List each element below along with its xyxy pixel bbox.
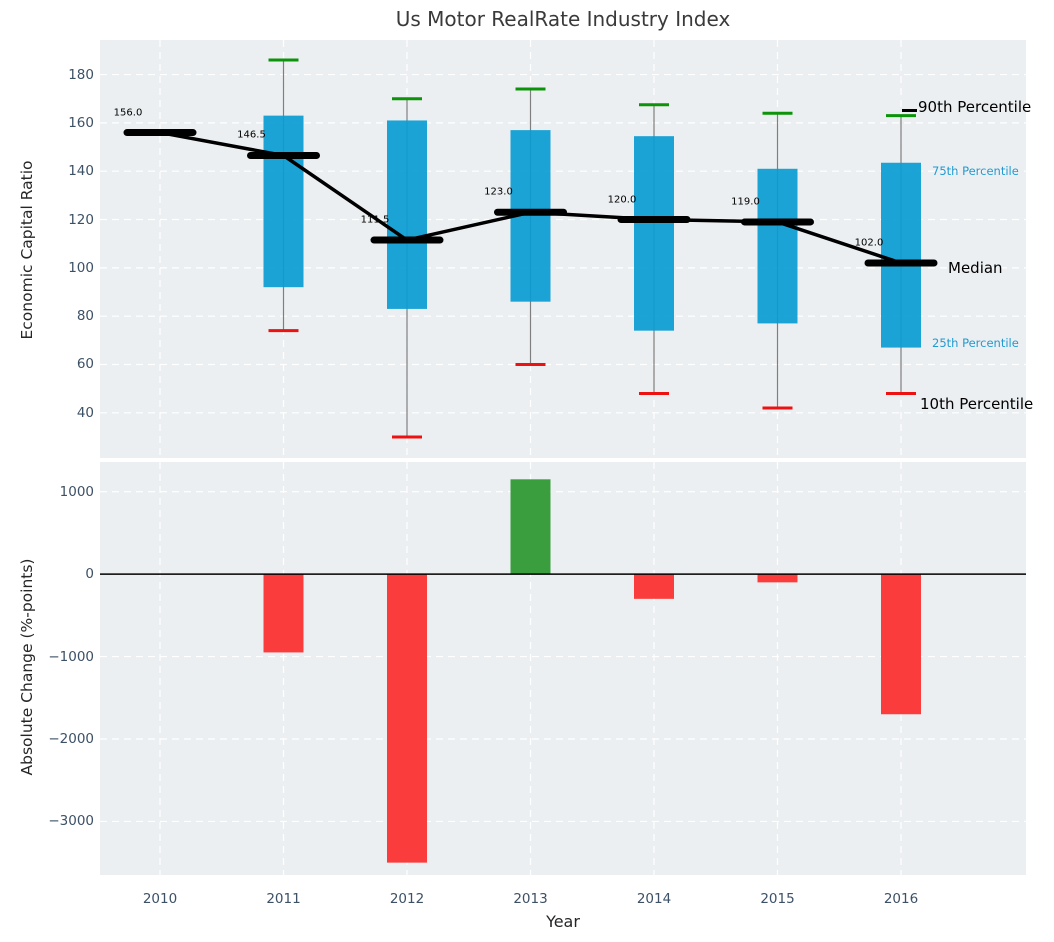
top-y-tick-label: 120 [68,211,94,228]
iqr-box [634,136,674,331]
median-value-label: 111.5 [360,214,390,226]
negative-change-bar [634,574,674,599]
bottom-y-tick-label: −2000 [48,730,94,747]
negative-change-bar [387,574,427,863]
median-value-label: 102.0 [854,237,884,249]
bottom-y-tick-label: −3000 [48,813,94,830]
percentile-chart-plot-area [100,40,1026,458]
bottom-y-tick-label: 0 [85,566,94,583]
bottom-y-tick-label: 1000 [59,483,94,500]
iqr-box [263,115,304,288]
percentile-annotation: 10th Percentile [920,395,1034,413]
x-tick-label: 2015 [760,891,795,907]
top-y-tick-label: 60 [76,356,94,373]
x-tick-label: 2012 [389,891,425,907]
percentile-annotation: 25th Percentile [932,336,1019,350]
chart-title: Us Motor RealRate Industry Index [395,7,731,31]
negative-change-bar [263,574,304,653]
top-y-tick-label: 140 [68,163,94,180]
top-y-tick-label: 180 [68,66,94,83]
percentile-annotation: 90th Percentile [918,98,1032,116]
percentile-annotation: 75th Percentile [932,164,1019,178]
top-y-tick-label: 80 [76,308,94,325]
median-value-label: 123.0 [484,186,513,198]
median-value-label: 120.0 [607,194,637,206]
chart-canvas [100,40,1026,458]
iqr-box [387,120,427,309]
negative-change-bar [881,574,921,715]
change-chart-plot-area [100,462,1026,875]
x-tick-label: 2016 [883,891,919,907]
x-tick-label: 2014 [636,891,672,907]
top-y-tick-label: 100 [68,259,94,276]
median-value-label: 119.0 [731,196,760,208]
iqr-box [881,162,921,348]
positive-change-bar [510,479,551,575]
median-value-label: 156.0 [113,107,143,119]
negative-change-bar [757,574,798,583]
x-tick-label: 2010 [142,891,178,907]
bottom-y-tick-label: −1000 [48,648,94,665]
x-tick-label: 2013 [513,891,548,907]
x-axis-label: Year [546,912,580,931]
x-tick-label: 2011 [266,891,301,907]
chart-canvas [100,462,1026,875]
percentile-annotation: Median [948,259,1003,277]
iqr-box [757,168,798,324]
top-y-tick-label: 40 [76,404,94,421]
annotation-leader-dash [902,109,917,112]
top-y-tick-label: 160 [68,114,94,131]
median-value-label: 146.5 [237,129,266,141]
